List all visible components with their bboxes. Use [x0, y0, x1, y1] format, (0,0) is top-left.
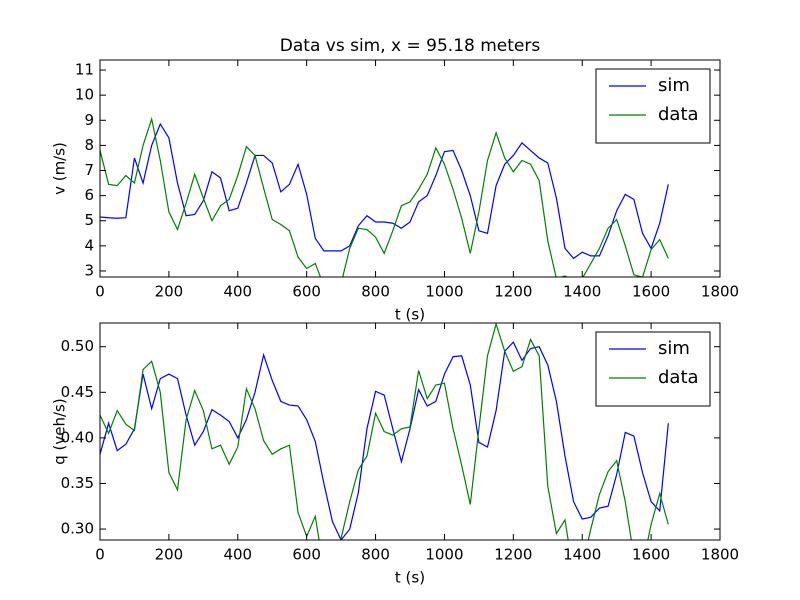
x-tick-label: 1000 [425, 546, 463, 564]
x-tick-label: 200 [155, 283, 184, 301]
series-line [100, 122, 669, 260]
y-axis-label: v (m/s) [51, 142, 69, 195]
legend-label: sim [658, 338, 690, 359]
x-tick-label: 1400 [563, 283, 601, 301]
x-tick-label: 1600 [632, 283, 670, 301]
axes-frame [99, 59, 721, 278]
legend-label: data [658, 367, 699, 388]
y-tick-label: 11 [75, 61, 94, 79]
series-line [100, 323, 669, 540]
x-tick-label: 800 [361, 546, 390, 564]
y-tick-label: 0.50 [61, 337, 94, 355]
y-tick-label: 10 [75, 86, 94, 104]
legend-label: sim [658, 75, 690, 96]
x-tick-label: 0 [95, 283, 105, 301]
axes-frame [99, 322, 721, 541]
x-tick-label: 800 [361, 283, 390, 301]
x-tick-label: 1800 [701, 283, 739, 301]
y-tick-label: 7 [84, 161, 94, 179]
plot-area [100, 116, 669, 277]
x-tick-label: 1000 [425, 283, 463, 301]
x-tick-label: 0 [95, 546, 105, 564]
y-tick-label: 3 [84, 261, 94, 279]
x-tick-label: 200 [155, 546, 184, 564]
x-tick-label: 1200 [494, 283, 532, 301]
plot-area [100, 323, 669, 540]
legend-box [595, 331, 711, 407]
y-tick-label: 9 [84, 111, 94, 129]
y-tick-label: 6 [84, 186, 94, 204]
chart-title: Data vs sim, x = 95.18 meters [280, 36, 541, 56]
x-tick-label: 1200 [494, 546, 532, 564]
y-tick-label: 5 [84, 211, 94, 229]
x-tick-label: 600 [292, 546, 321, 564]
x-tick-label: 400 [223, 546, 252, 564]
y-tick-label: 8 [84, 136, 94, 154]
x-axis-label: t (s) [395, 569, 425, 587]
y-tick-label: 0.35 [61, 474, 94, 492]
y-tick-label: 0.30 [61, 520, 94, 538]
x-axis-label: t (s) [395, 306, 425, 324]
x-tick-label: 1800 [701, 546, 739, 564]
legend-label: data [658, 104, 699, 125]
y-axis-label: q (veh/s) [51, 398, 69, 464]
x-tick-label: 400 [223, 283, 252, 301]
x-tick-label: 1600 [632, 546, 670, 564]
x-tick-label: 1400 [563, 546, 601, 564]
x-tick-label: 600 [292, 283, 321, 301]
y-tick-label: 0.45 [61, 383, 94, 401]
y-tick-label: 0.40 [61, 428, 94, 446]
y-tick-label: 4 [84, 236, 94, 254]
series-line [100, 116, 669, 277]
series-line [100, 341, 669, 540]
legend-box [595, 68, 711, 144]
